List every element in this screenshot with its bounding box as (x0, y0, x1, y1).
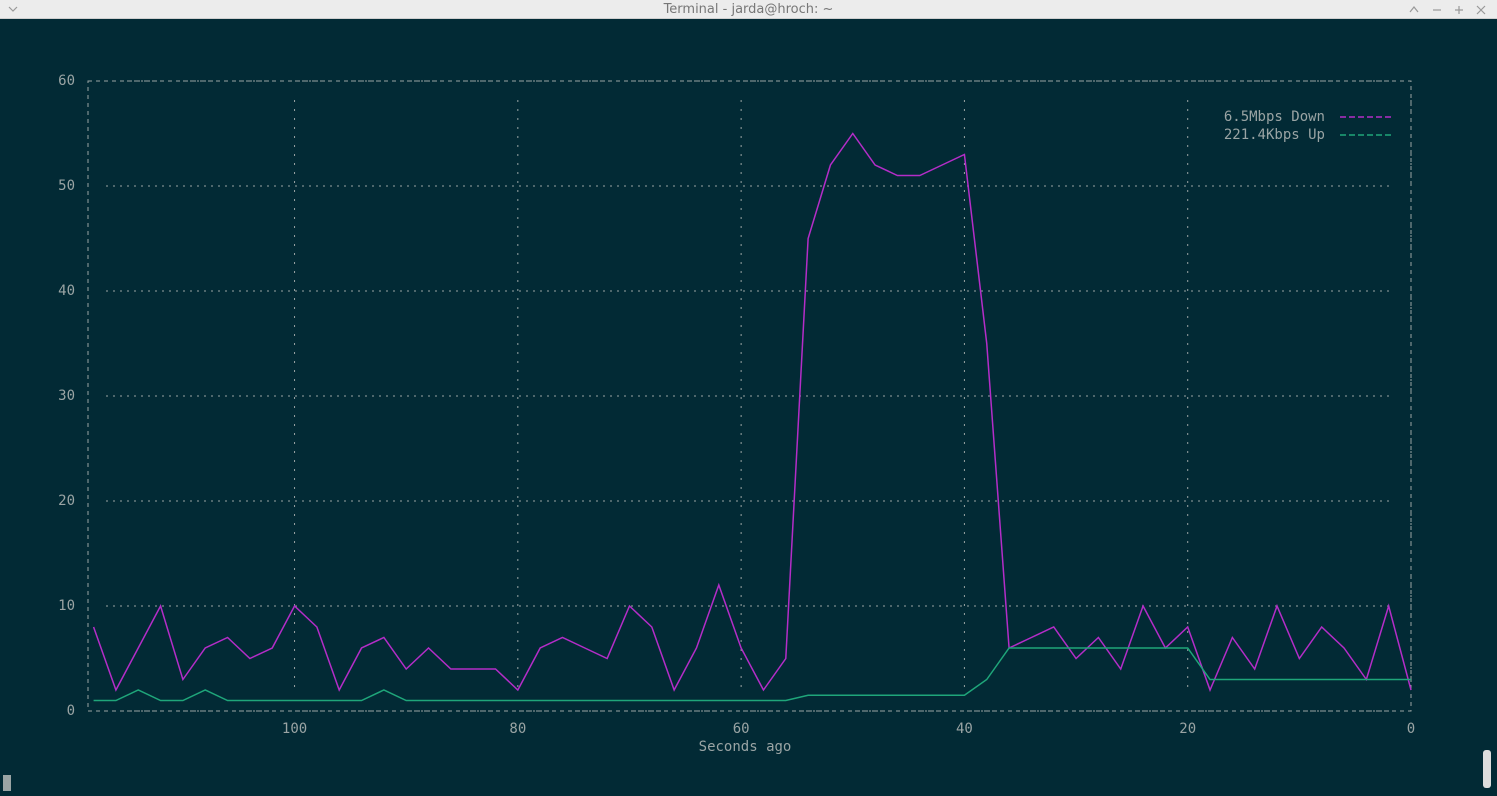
y-tick-label: 60 (58, 73, 75, 89)
window-controls[interactable] (8, 5, 1486, 15)
series-line (93, 647, 1411, 702)
y-tick-label: 40 (58, 283, 75, 299)
y-tick-label: 0 (67, 703, 75, 719)
title-bar: Terminal - jarda@hroch: ~ (0, 0, 1497, 19)
x-tick-label: 0 (1407, 721, 1415, 737)
legend-label: 221.4Kbps Up (1224, 127, 1325, 143)
x-tick-label: 40 (956, 721, 973, 737)
scrollbar[interactable] (1483, 750, 1491, 788)
series-line (92, 132, 1412, 693)
x-tick-label: 20 (1179, 721, 1196, 737)
cursor (3, 775, 11, 791)
x-tick-label: 60 (733, 721, 750, 737)
y-tick-label: 20 (58, 493, 75, 509)
legend-label: 6.5Mbps Down (1224, 109, 1325, 125)
y-tick-label: 50 (58, 178, 75, 194)
x-tick-label: 80 (509, 721, 526, 737)
y-tick-label: 30 (58, 388, 75, 404)
window-title: Terminal - jarda@hroch: ~ (663, 2, 834, 17)
x-tick-label: 100 (282, 721, 307, 737)
y-tick-label: 10 (58, 598, 75, 614)
x-axis-label: Seconds ago (699, 739, 792, 755)
